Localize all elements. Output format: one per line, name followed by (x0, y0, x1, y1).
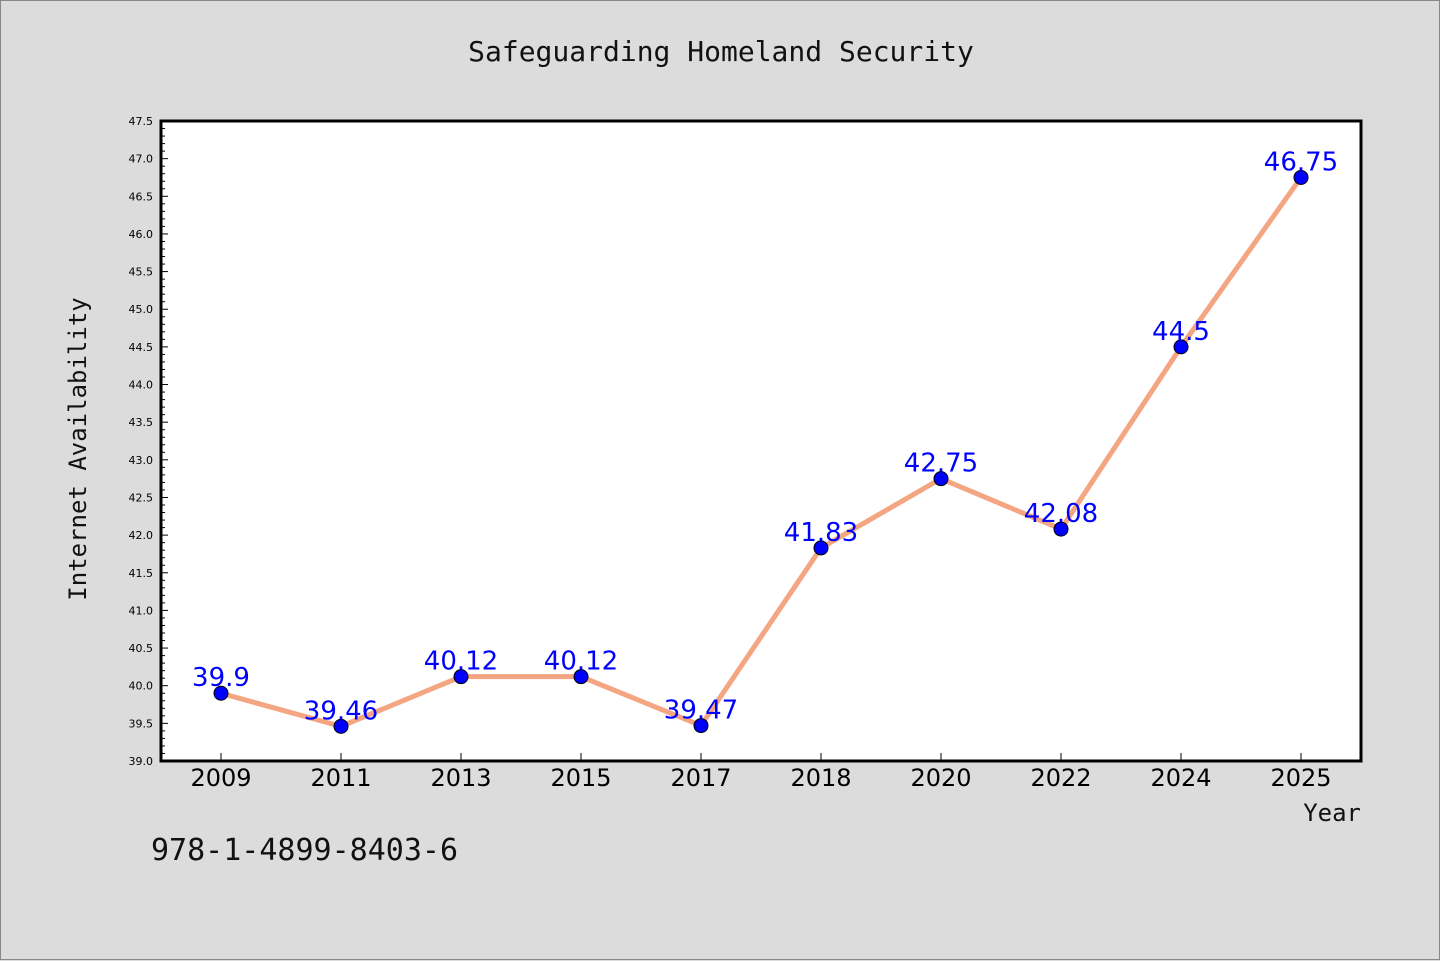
y-tick-label: 44.0 (129, 379, 154, 392)
y-tick-label: 44.5 (129, 341, 154, 354)
x-tick-label: 2022 (1030, 764, 1091, 792)
y-axis-label: Internet Availability (64, 297, 92, 600)
y-tick-label: 39.0 (129, 755, 154, 768)
data-label: 39.9 (192, 663, 250, 693)
x-tick-label: 2009 (190, 764, 251, 792)
data-label: 40.12 (424, 647, 498, 677)
x-tick-label: 2015 (550, 764, 611, 792)
y-tick-label: 43.0 (129, 454, 154, 467)
data-point (1053, 521, 1069, 537)
data-label: 39.46 (304, 696, 378, 726)
y-tick-label: 47.5 (129, 115, 154, 128)
data-point (693, 718, 709, 734)
y-tick-label: 42.5 (129, 491, 154, 504)
data-point (813, 540, 829, 556)
y-tick-label: 39.5 (129, 717, 154, 730)
x-tick-label: 2024 (1150, 764, 1211, 792)
y-tick-label: 47.0 (129, 153, 154, 166)
data-labels: 39.9 39.46 40.12 40.12 39.47 41.83 42.75 42.08 4… (192, 147, 1338, 726)
y-tick-label: 46.0 (129, 228, 154, 241)
x-tick-label: 2013 (430, 764, 491, 792)
data-point (1293, 169, 1309, 185)
data-label: 40.12 (544, 647, 618, 677)
data-label: 46.75 (1264, 147, 1338, 177)
data-point (933, 471, 949, 487)
data-point (213, 685, 229, 701)
y-tick-label: 40.0 (129, 680, 154, 693)
x-tick-label: 2018 (790, 764, 851, 792)
data-label: 39.47 (664, 696, 738, 726)
data-point (453, 669, 469, 685)
x-tick-label: 2011 (310, 764, 371, 792)
x-axis-label: Year (1303, 799, 1361, 827)
data-point (333, 718, 349, 734)
y-tick-label: 45.0 (129, 303, 154, 316)
plot-area (159, 119, 1363, 763)
y-tick-label: 41.5 (129, 567, 154, 580)
y-tick-label: 46.5 (129, 190, 154, 203)
data-label: 42.75 (904, 449, 978, 479)
x-tick-label: 2017 (670, 764, 731, 792)
x-axis: 2009 2011 2013 2015 2017 2018 2020 2022 2024 2025 (190, 753, 1332, 792)
y-tick-label: 41.0 (129, 604, 154, 617)
data-label: 42.08 (1024, 499, 1098, 529)
y-tick-label: 43.5 (129, 416, 154, 429)
data-point (1173, 339, 1189, 355)
isbn-text: 978-1-4899-8403-6 (151, 833, 459, 868)
data-point (573, 669, 589, 685)
y-tick-label: 42.0 (129, 529, 154, 542)
series-line (220, 176, 1304, 729)
series-markers (213, 169, 1309, 734)
data-label: 41.83 (784, 518, 858, 548)
chart-title: Safeguarding Homeland Security (468, 35, 974, 68)
x-tick-label: 2020 (910, 764, 971, 792)
y-tick-label: 40.5 (129, 642, 154, 655)
data-label: 44.5 (1152, 317, 1210, 347)
x-tick-label: 2025 (1270, 764, 1331, 792)
y-tick-label: 45.5 (129, 266, 154, 279)
y-axis: 39.0 39.5 40.0 40.5 41.0 41.5 42.0 42.5 43.0 43.5… (129, 115, 168, 768)
